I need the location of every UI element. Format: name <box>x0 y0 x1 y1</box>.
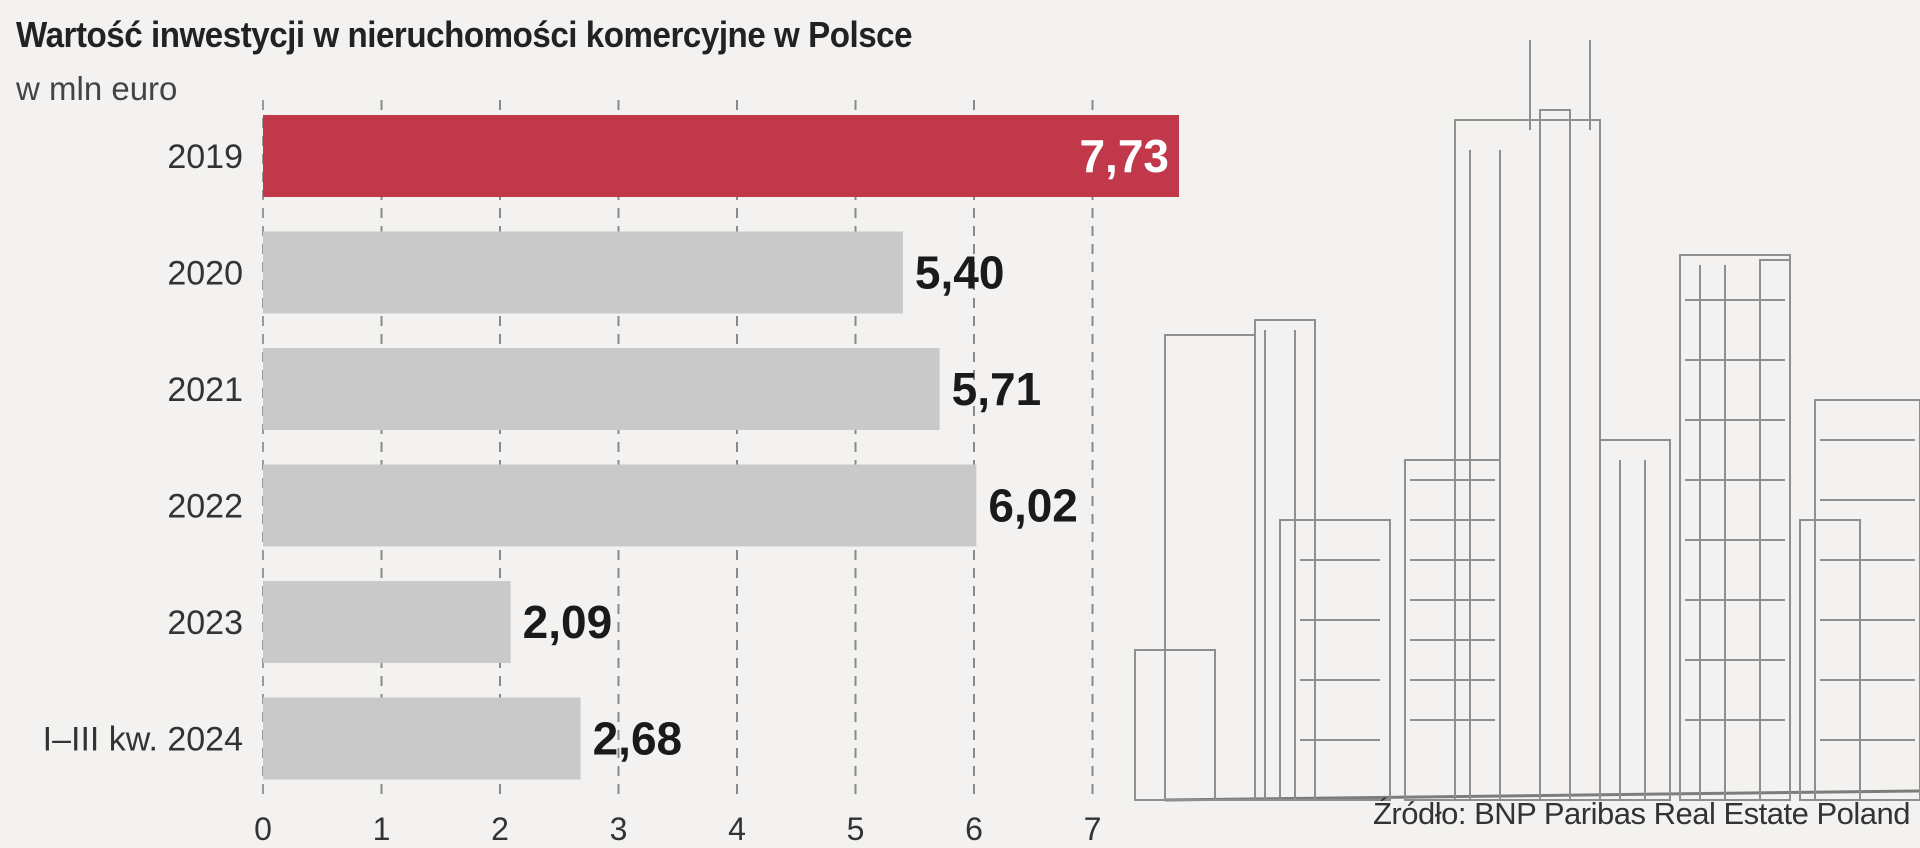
chart-subtitle: w mln euro <box>16 70 178 107</box>
x-tick-label: 6 <box>965 811 983 843</box>
bar-2023 <box>263 581 511 663</box>
bar-2020 <box>263 231 903 314</box>
bars <box>263 115 1180 780</box>
category-label: 2021 <box>167 371 243 409</box>
value-labels: 7,73 5,40 5,71 6,02 2,09 2,68 <box>523 130 1169 765</box>
chart-title: Wartość inwestycji w nieruchomości komer… <box>16 14 913 55</box>
category-label: 2022 <box>167 488 243 526</box>
city-skyline-sketch <box>1134 40 1920 802</box>
bar-2019 <box>263 115 1180 197</box>
bar-2022 <box>263 464 977 547</box>
category-label: 2019 <box>167 138 243 176</box>
x-tick-label: 4 <box>728 811 746 843</box>
bar-2021 <box>263 348 940 430</box>
x-tick-label: 0 <box>254 811 272 843</box>
x-tick-label: 5 <box>847 811 865 843</box>
value-label: 6,02 <box>988 480 1078 532</box>
x-axis-ticks: 0 1 2 3 4 5 6 7 <box>254 811 1102 847</box>
source-note: Źródło: BNP Paribas Real Estate Poland <box>1372 796 1911 831</box>
gridlines <box>262 100 1094 800</box>
category-label: 2020 <box>167 255 243 293</box>
value-label: 2,68 <box>593 713 683 765</box>
value-label: 5,71 <box>952 363 1042 415</box>
category-label: I–III kw. 2024 <box>43 721 243 759</box>
value-label: 5,40 <box>915 247 1005 299</box>
category-label: 2023 <box>167 604 243 642</box>
x-tick-label: 1 <box>373 811 391 843</box>
value-label: 2,09 <box>523 596 613 648</box>
category-labels: 2019 2020 2021 2022 2023 I–III kw. 2024 <box>43 138 243 759</box>
value-label: 7,73 <box>1079 130 1169 182</box>
x-tick-label: 7 <box>1084 811 1102 843</box>
bar-I-III-kw-2024 <box>263 697 581 780</box>
x-tick-label: 3 <box>610 811 628 843</box>
x-tick-label: 2 <box>491 811 509 843</box>
